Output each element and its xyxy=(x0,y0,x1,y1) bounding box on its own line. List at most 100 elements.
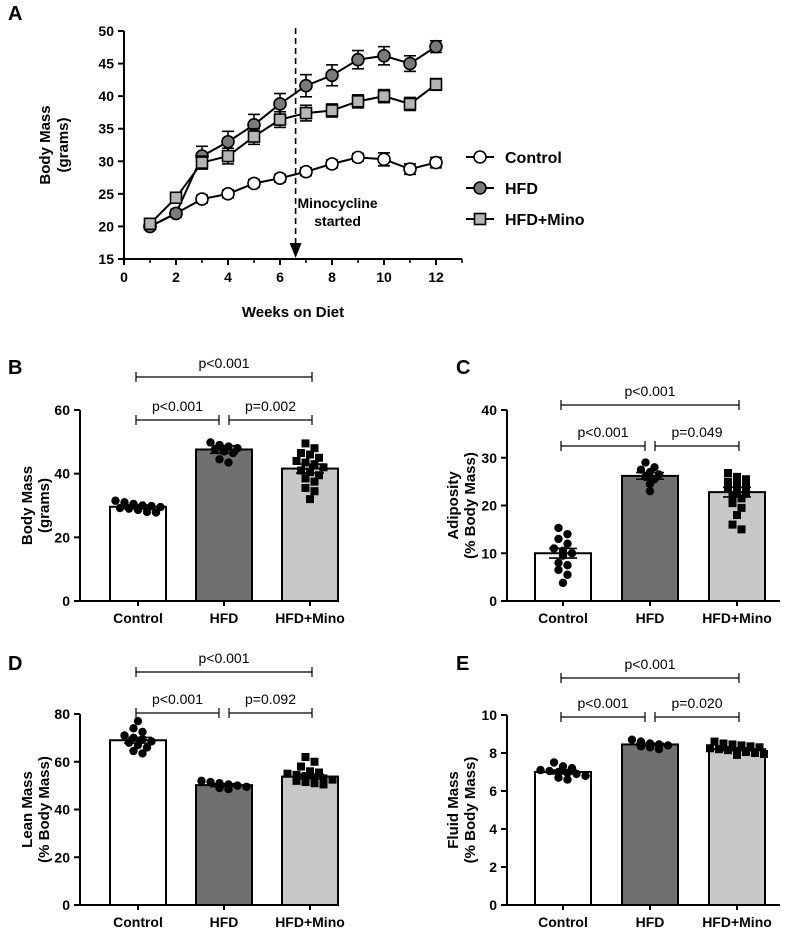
category-label: Control xyxy=(538,914,588,930)
data-point xyxy=(120,731,129,740)
y-tick-label: 0 xyxy=(62,593,70,609)
data-point xyxy=(325,157,339,171)
significance-bracket: p<0.001 xyxy=(135,355,313,382)
data-point xyxy=(715,745,723,754)
significance-bracket: p=0.002 xyxy=(228,398,313,425)
y-tick-label: 20 xyxy=(54,849,70,865)
data-point xyxy=(746,742,755,751)
y-axis-title-line2: (grams) xyxy=(36,478,53,533)
data-point xyxy=(297,448,305,457)
data-point xyxy=(719,739,728,748)
data-point xyxy=(310,487,319,496)
data-point xyxy=(403,162,417,176)
p-value-label: p=0.020 xyxy=(672,695,723,711)
y-tick-label: 8 xyxy=(489,745,497,761)
data-point xyxy=(724,477,732,486)
bar xyxy=(534,771,592,906)
y-tick-label: 40 xyxy=(98,88,114,104)
x-tick-label: 0 xyxy=(120,269,128,285)
category-label: HFD xyxy=(636,914,665,930)
y-tick-label: 4 xyxy=(489,821,497,837)
legend: Control HFD HFD+Mino xyxy=(466,150,585,229)
category-label: Control xyxy=(113,610,163,626)
data-point xyxy=(247,176,261,191)
y-tick-label: 20 xyxy=(481,498,497,514)
bar xyxy=(109,739,167,907)
data-point xyxy=(536,765,545,775)
data-point xyxy=(760,749,768,758)
y-tick-label: 0 xyxy=(489,593,497,609)
data-point xyxy=(306,767,314,776)
category-label: HFD+Mino xyxy=(702,914,772,930)
data-point xyxy=(299,78,313,93)
panel-c: C 0 10 20 30 40 Control HFD HFD+Mino Adiposity (% … xyxy=(445,357,780,626)
annotation-line2: started xyxy=(314,213,361,229)
data-point xyxy=(558,578,568,588)
data-point xyxy=(197,776,206,786)
bar xyxy=(281,467,339,602)
data-point xyxy=(306,450,314,459)
panel-a: A 15 20 25 30 35 40 45 50 0 2 4 6 8 10 12 Weeks on Diet B… xyxy=(8,3,585,321)
category-label: HFD+Mino xyxy=(275,914,345,930)
data-point xyxy=(627,735,637,744)
data-point xyxy=(728,520,737,529)
panel-d: D 0 20 40 60 80 Control HFD HFD+Mino Lean Mass (% … xyxy=(8,650,345,930)
data-point xyxy=(306,495,314,504)
y-axis-title-line2: (% Body Mass) xyxy=(36,756,53,863)
data-point xyxy=(737,525,746,534)
data-point xyxy=(111,496,120,505)
x-tick-label: 4 xyxy=(224,269,232,285)
bar xyxy=(534,552,592,602)
y-tick-label: 25 xyxy=(98,186,114,202)
data-point xyxy=(728,491,737,500)
data-point xyxy=(301,483,310,492)
y-axis-title-line1: Adiposity xyxy=(445,471,462,540)
y-tick-label: 60 xyxy=(54,754,70,770)
p-value-label: p<0.001 xyxy=(152,691,203,707)
data-point xyxy=(242,782,251,792)
significance-bracket: p=0.049 xyxy=(654,424,740,451)
points-control xyxy=(111,496,165,517)
series-control xyxy=(143,150,443,234)
bar xyxy=(708,748,766,907)
x-tick-label: 12 xyxy=(428,269,444,285)
data-point xyxy=(563,529,572,539)
series-line xyxy=(149,45,437,228)
data-point xyxy=(377,48,391,63)
data-point xyxy=(554,558,563,567)
data-point xyxy=(737,494,746,503)
data-point xyxy=(299,106,313,120)
data-point xyxy=(554,523,563,533)
significance-bracket: p<0.001 xyxy=(135,650,313,677)
data-point xyxy=(315,471,323,480)
data-point xyxy=(299,164,313,179)
data-point xyxy=(706,744,714,753)
data-point xyxy=(733,511,741,520)
data-point xyxy=(301,458,310,467)
data-point xyxy=(563,775,572,784)
y-axis-title: Fluid Mass (% Body Mass) xyxy=(445,757,479,864)
data-point xyxy=(742,489,750,498)
y-tick-label: 80 xyxy=(54,706,70,722)
category-label: HFD xyxy=(210,914,239,930)
data-point xyxy=(142,743,152,752)
x-tick-label: 8 xyxy=(328,269,336,285)
data-point xyxy=(733,480,741,489)
p-value-label: p<0.001 xyxy=(578,424,629,440)
p-value-label: p<0.001 xyxy=(625,656,676,672)
data-point xyxy=(554,773,563,782)
data-point xyxy=(737,741,746,750)
data-point xyxy=(215,783,224,793)
data-point xyxy=(292,456,301,465)
legend-label: Control xyxy=(505,150,562,167)
data-point xyxy=(221,187,235,201)
data-point xyxy=(724,484,732,493)
significance-bracket: p<0.001 xyxy=(560,383,740,410)
p-value-label: p<0.001 xyxy=(199,355,250,371)
y-tick-label: 45 xyxy=(98,56,114,72)
p-value-label: p=0.092 xyxy=(245,691,296,707)
y-tick-label: 40 xyxy=(54,802,70,818)
significance-bracket: p=0.092 xyxy=(228,691,313,718)
y-tick-label: 2 xyxy=(489,859,497,875)
category-label: HFD xyxy=(636,610,665,626)
